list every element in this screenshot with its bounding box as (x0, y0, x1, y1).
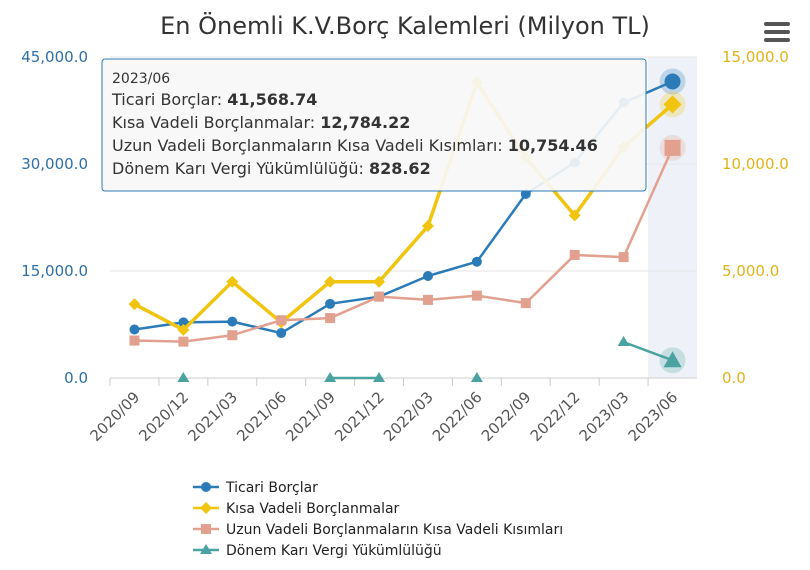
legend-item[interactable]: Ticari Borçlar (193, 480, 318, 496)
x-axis-tick-label: 2021/06 (233, 388, 290, 445)
series-line (134, 147, 674, 343)
data-point[interactable] (276, 315, 287, 326)
x-axis-tick-label: 2022/06 (429, 388, 486, 445)
data-point[interactable] (373, 372, 386, 382)
series-line (133, 80, 674, 332)
legend-label: Dönem Karı Vergi Yükümlülüğü (226, 543, 442, 559)
data-point[interactable] (226, 275, 239, 288)
data-point[interactable] (422, 294, 433, 305)
tooltip-row: Uzun Vadeli Borçlanmaların Kısa Vadeli K… (112, 136, 598, 155)
right-axis-tick-label: 15,000.0 (722, 48, 789, 66)
data-point[interactable] (470, 372, 483, 382)
data-point[interactable] (618, 252, 629, 263)
legend-item[interactable]: Kısa Vadeli Borçlanmalar (193, 501, 400, 517)
legend-label: Kısa Vadeli Borçlanmalar (226, 501, 400, 517)
data-point[interactable] (177, 372, 190, 382)
x-axis-tick-label: 2023/06 (625, 388, 682, 445)
data-point[interactable] (227, 330, 238, 341)
tooltip-row-label: Uzun Vadeli Borçlanmaların Kısa Vadeli K… (112, 136, 508, 155)
series-3 (129, 134, 686, 347)
data-point[interactable] (471, 290, 482, 301)
data-point[interactable] (325, 313, 336, 324)
right-axis-tick-label: 5,000.0 (722, 262, 779, 280)
legend-marker[interactable] (201, 524, 211, 534)
hamburger-menu-icon[interactable] (764, 22, 790, 42)
data-point[interactable] (471, 256, 482, 267)
series-line (330, 340, 673, 380)
data-point[interactable] (324, 372, 337, 382)
legend-marker[interactable] (201, 482, 211, 492)
series-4 (177, 336, 686, 382)
data-point[interactable] (373, 275, 386, 288)
chart-title: En Önemli K.V.Borç Kalemleri (Milyon TL) (160, 11, 650, 40)
legend-item[interactable]: Dönem Karı Vergi Yükümlülüğü (193, 543, 442, 559)
tooltip-row: Ticari Borçlar: 41,568.74 (111, 90, 317, 109)
data-point[interactable] (177, 323, 190, 336)
tooltip-row: Dönem Karı Vergi Yükümlülüğü: 828.62 (112, 159, 431, 178)
x-axis-tick-label: 2021/09 (282, 388, 339, 445)
data-point[interactable] (664, 73, 681, 90)
tooltip-row-value: 41,568.74 (227, 90, 317, 109)
data-point[interactable] (422, 270, 433, 281)
left-axis-tick-label: 15,000.0 (21, 262, 88, 280)
data-point[interactable] (129, 324, 140, 335)
tooltip-header: 2023/06 (112, 71, 170, 87)
tooltip-row-label: Kısa Vadeli Borçlanmalar: (112, 113, 320, 132)
data-point[interactable] (520, 298, 531, 309)
right-axis-tick-label: 10,000.0 (722, 155, 789, 173)
data-point[interactable] (178, 317, 189, 328)
tooltip-row: Kısa Vadeli Borçlanmalar: 12,784.22 (112, 113, 410, 132)
data-point[interactable] (129, 335, 140, 346)
left-axis-tick-label: 0.0 (64, 369, 88, 387)
legend-label: Ticari Borçlar (225, 480, 318, 496)
x-axis-tick-label: 2023/03 (576, 388, 633, 445)
data-point[interactable] (128, 298, 141, 311)
data-point[interactable] (617, 336, 630, 347)
x-axis-tick-label: 2021/12 (331, 388, 388, 445)
legend-marker[interactable] (200, 502, 212, 514)
data-point[interactable] (276, 328, 287, 339)
x-axis-tick-label: 2022/09 (478, 388, 535, 445)
data-point[interactable] (374, 291, 385, 302)
legend-marker[interactable] (200, 544, 212, 554)
data-point[interactable] (663, 95, 682, 114)
series-2 (128, 76, 686, 336)
data-point[interactable] (568, 209, 581, 222)
data-point[interactable] (325, 298, 336, 309)
left-axis-tick-label: 45,000.0 (21, 48, 88, 66)
tooltip-row-label: Dönem Karı Vergi Yükümlülüğü: (112, 159, 369, 178)
data-point[interactable] (664, 139, 681, 156)
x-axis-tick-label: 2020/12 (135, 388, 192, 445)
legend-item[interactable]: Uzun Vadeli Borçlanmaların Kısa Vadeli K… (193, 522, 563, 538)
data-point[interactable] (663, 351, 682, 368)
x-axis-tick-label: 2022/03 (380, 388, 437, 445)
tooltip-row-value: 10,754.46 (508, 136, 598, 155)
data-point[interactable] (569, 249, 580, 260)
data-point[interactable] (178, 336, 189, 347)
x-axis-tick-label: 2022/12 (527, 388, 584, 445)
tooltip-box (101, 58, 647, 192)
left-axis-tick-label: 30,000.0 (21, 155, 88, 173)
tooltip-row-value: 828.62 (369, 159, 431, 178)
data-point[interactable] (421, 220, 434, 233)
x-axis-tick-label: 2021/03 (184, 388, 241, 445)
x-axis-tick-label: 2020/09 (86, 388, 143, 445)
tooltip-row-value: 12,784.22 (320, 113, 410, 132)
tooltip-row-label: Ticari Borçlar: (111, 90, 227, 109)
data-point[interactable] (324, 275, 337, 288)
data-point[interactable] (227, 316, 238, 327)
legend-label: Uzun Vadeli Borçlanmaların Kısa Vadeli K… (226, 522, 563, 538)
right-axis-tick-label: 0.0 (722, 369, 746, 387)
